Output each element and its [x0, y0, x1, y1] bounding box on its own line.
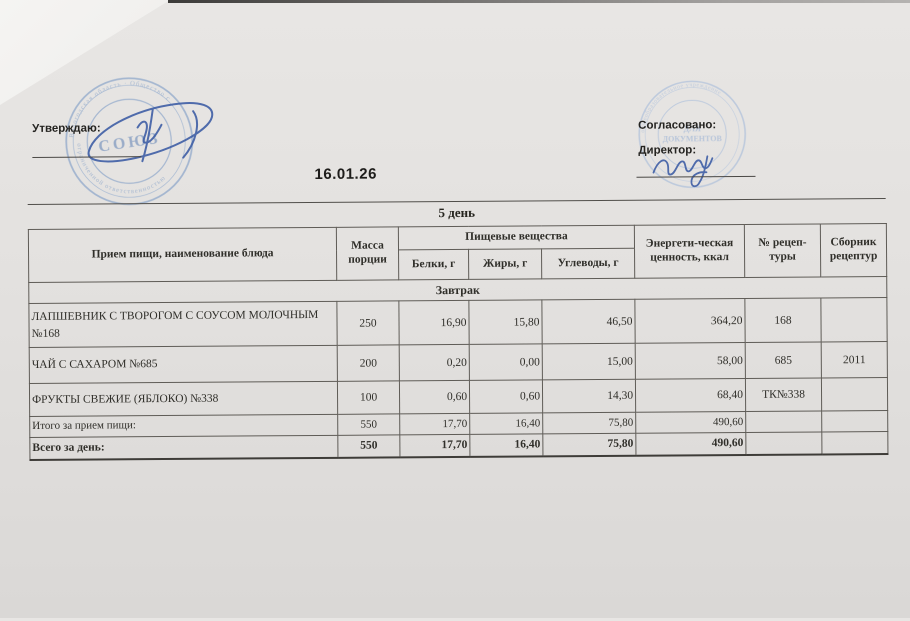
total-label: Всего за день: — [29, 435, 338, 460]
menu-table: Прием пищи, наименование блюда Масса пор… — [27, 222, 889, 461]
header-energy: Энергети-ческая ценность, ккал — [634, 224, 745, 279]
cell-energy: 364,20 — [634, 298, 746, 344]
cell-energy: 490,60 — [635, 411, 746, 434]
cell-mass: 550 — [337, 434, 400, 458]
cell-carbs: 46,50 — [541, 299, 636, 344]
cell-fat: 15,80 — [468, 299, 543, 345]
date: 16.01.26 — [314, 165, 377, 183]
header-recipe-book: Сборник рецептур — [820, 223, 887, 277]
table-header-row-1: Прием пищи, наименование блюда Масса пор… — [28, 223, 887, 283]
cell-carbs: 14,30 — [542, 379, 636, 413]
header-dish: Прием пищи, наименование блюда — [28, 227, 337, 283]
cell-mass: 100 — [337, 380, 400, 415]
cell-recipe-book — [820, 297, 888, 342]
cell-protein: 17,70 — [399, 413, 470, 435]
header-mass: Масса порции — [336, 226, 399, 281]
stamp-center-line1: ДЛЯ — [684, 124, 702, 133]
cell-protein: 0,60 — [399, 380, 470, 414]
table-row: ЧАЙ С САХАРОМ №685 200 0,20 0,00 15,00 5… — [29, 341, 888, 384]
director-label: Директор: — [638, 144, 697, 157]
stamp-center-line2: ДОКУМЕНТОВ — [663, 134, 723, 143]
cell-dish: ЧАЙ С САХАРОМ №685 — [29, 345, 338, 384]
cell-carbs: 75,80 — [542, 412, 636, 434]
cell-energy: 68,40 — [635, 378, 746, 413]
cell-carbs: 75,80 — [542, 433, 636, 456]
cell-energy: 490,60 — [635, 432, 746, 456]
header-recipe-no: № рецеп-туры — [744, 223, 821, 278]
cell-dish: ЛАПШЕВНИК С ТВОРОГОМ С СОУСОМ МОЛОЧНЫМ №… — [28, 301, 338, 348]
table-row: ЛАПШЕВНИК С ТВОРОГОМ С СОУСОМ МОЛОЧНЫМ №… — [28, 297, 888, 348]
cell-energy: 58,00 — [635, 342, 746, 380]
cell-recipe-book — [821, 431, 888, 454]
signature-left — [87, 102, 214, 163]
cell-recipe-book: 2011 — [821, 341, 888, 378]
cell-recipe-no: 685 — [745, 341, 822, 379]
cell-fat: 16,40 — [469, 412, 543, 435]
approve-label: Утверждаю: — [32, 122, 101, 135]
cell-recipe-book — [821, 410, 888, 432]
cell-recipe-no — [745, 431, 822, 455]
cell-recipe-no — [745, 410, 822, 433]
cell-mass: 250 — [336, 300, 400, 346]
cell-dish: ФРУКТЫ СВЕЖИЕ (ЯБЛОКО) №338 — [29, 381, 338, 417]
round-stamp-right: общеобразовательное учреждение ДЛЯ ДОКУМ… — [638, 80, 747, 189]
total-row: Всего за день: 550 17,70 16,40 75,80 490… — [29, 431, 888, 460]
header-carbs: Углеводы, г — [541, 248, 635, 279]
cell-mass: 550 — [337, 413, 400, 436]
cell-recipe-no: ТК№338 — [745, 377, 822, 412]
subtotal-label: Итого за прием пищи: — [29, 414, 338, 438]
cell-fat: 0,00 — [469, 343, 543, 381]
header-fat: Жиры, г — [468, 248, 542, 280]
header-nutrients: Пищевые вещества — [398, 225, 635, 250]
cell-protein: 16,90 — [398, 300, 470, 345]
cell-recipe-book — [821, 377, 888, 411]
agreed-label: Согласовано: — [638, 119, 717, 132]
cell-carbs: 15,00 — [542, 343, 636, 380]
cell-fat: 0,60 — [469, 379, 543, 414]
cell-mass: 200 — [337, 344, 400, 382]
cell-protein: 0,20 — [399, 344, 470, 381]
cell-fat: 16,40 — [469, 433, 543, 457]
signature-right — [652, 155, 714, 188]
header-protein: Белки, г — [398, 249, 469, 280]
cell-protein: 17,70 — [399, 434, 470, 457]
cell-recipe-no: 168 — [744, 297, 822, 343]
photo-top-edge-shadow — [168, 0, 910, 3]
